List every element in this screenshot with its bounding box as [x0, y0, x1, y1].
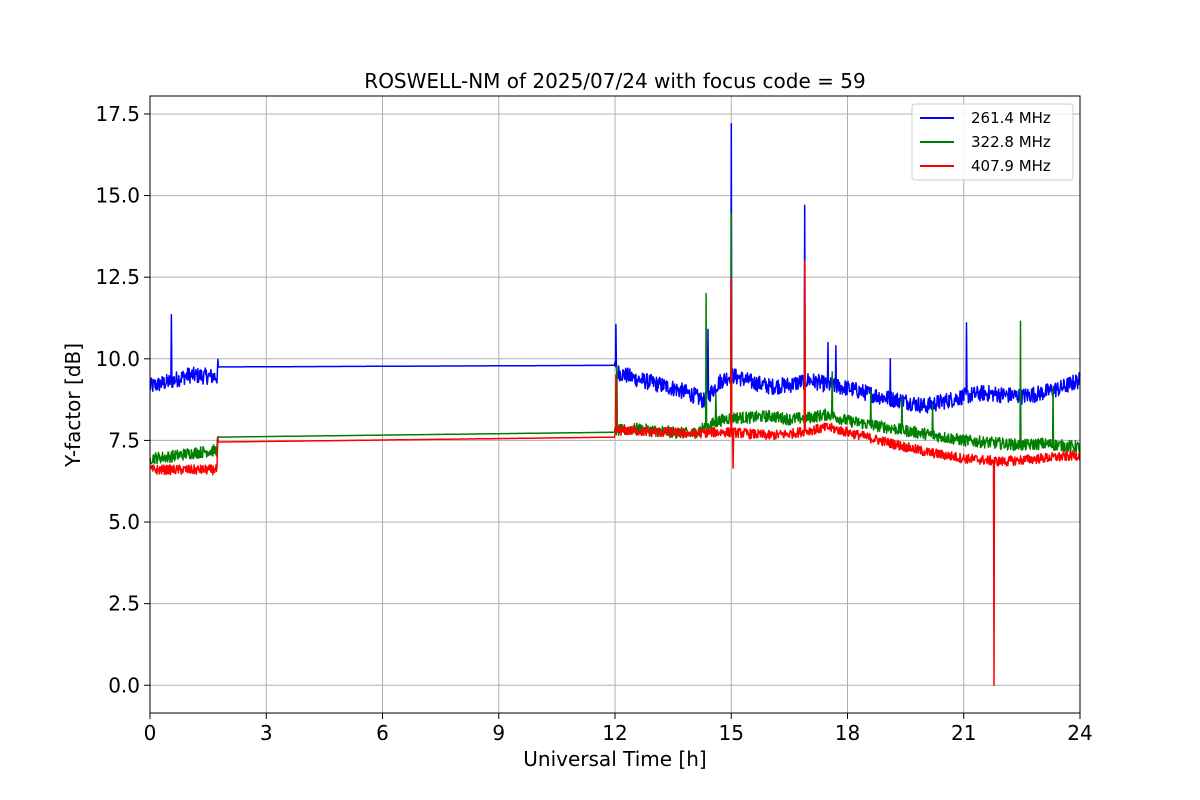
y-tick-label: 5.0	[108, 510, 140, 534]
x-tick-label: 12	[602, 721, 627, 745]
legend-box	[911, 103, 1074, 181]
y-tick-label: 10.0	[95, 347, 140, 371]
y-axis-label: Y-factor [dB]	[61, 343, 85, 468]
y-tick-label: 17.5	[95, 102, 140, 126]
x-tick-label: 6	[376, 721, 389, 745]
x-tick-label: 15	[719, 721, 744, 745]
x-axis: 0 3 6 9 12 15 18 21 24	[144, 713, 1093, 745]
y-tick-label: 0.0	[108, 673, 140, 697]
y-tick-label: 15.0	[95, 184, 140, 208]
legend-label: 261.4 MHz	[971, 109, 1051, 127]
y-tick-label: 7.5	[108, 428, 140, 452]
x-tick-label: 24	[1067, 721, 1092, 745]
y-tick-label: 2.5	[108, 592, 140, 616]
legend-label: 407.9 MHz	[971, 157, 1051, 175]
chart-title: ROSWELL-NM of 2025/07/24 with focus code…	[364, 69, 865, 93]
y-tick-label: 12.5	[95, 265, 140, 289]
x-axis-label: Universal Time [h]	[523, 747, 706, 771]
x-tick-label: 0	[144, 721, 157, 745]
legend: 261.4 MHz 322.8 MHz 407.9 MHz	[911, 103, 1074, 181]
series-line-1	[149, 122, 1081, 414]
plot-area	[149, 122, 1081, 687]
x-tick-label: 18	[835, 721, 860, 745]
x-tick-label: 3	[260, 721, 273, 745]
y-axis: 0.0 2.5 5.0 7.5 10.0 12.5 15.0 17.5	[95, 102, 150, 697]
x-tick-label: 21	[951, 721, 976, 745]
series-line-3	[149, 260, 1081, 687]
legend-label: 322.8 MHz	[971, 133, 1051, 151]
x-tick-label: 9	[492, 721, 505, 745]
